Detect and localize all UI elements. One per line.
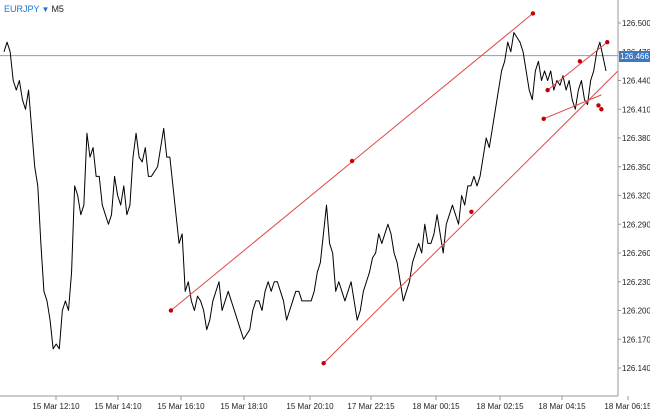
price-tick-label: 126.410 xyxy=(622,105,650,114)
time-tick-label: 17 Mar 22:15 xyxy=(347,402,395,411)
time-tick-label: 18 Mar 00:15 xyxy=(412,402,460,411)
price-tick-label: 126.260 xyxy=(622,249,650,258)
trendline-anchor-point[interactable] xyxy=(349,158,355,164)
trendline-anchor-point[interactable] xyxy=(530,11,536,16)
price-tick-label: 126.140 xyxy=(622,364,650,373)
time-tick-label: 15 Mar 16:10 xyxy=(157,402,205,411)
trendline-anchor-point[interactable] xyxy=(599,107,604,112)
price-tick-label: 126.200 xyxy=(622,307,650,316)
price-tick-label: 126.290 xyxy=(622,220,650,229)
symbol-name[interactable]: EURJPY xyxy=(4,4,40,14)
trendline-anchor-point[interactable] xyxy=(541,116,546,122)
time-tick-label: 15 Mar 18:10 xyxy=(220,402,268,411)
trendline-anchor-point[interactable] xyxy=(577,59,583,64)
trendline-anchor-point[interactable] xyxy=(545,87,550,93)
price-series-line xyxy=(3,32,607,350)
trendline-anchor-point[interactable] xyxy=(469,209,474,214)
time-tick-label: 15 Mar 20:10 xyxy=(286,402,334,411)
trendline-anchors-group[interactable] xyxy=(168,11,610,366)
time-tick-label: 15 Mar 12:10 xyxy=(32,402,80,411)
price-tick-label: 126.350 xyxy=(622,163,650,172)
triangle-down-icon[interactable]: ▼ xyxy=(41,5,50,14)
trendline[interactable] xyxy=(547,41,608,91)
time-tick-label: 18 Mar 06:15 xyxy=(604,402,650,411)
symbol-timeframe-label[interactable]: EURJPY ▼ M5 xyxy=(4,4,64,14)
current-price-tag: 126.466 xyxy=(619,51,650,62)
time-axis: 15 Mar 12:10 15 Mar 14:10 15 Mar 16:10 15 M… xyxy=(32,396,650,411)
timeframe-label[interactable]: M5 xyxy=(51,4,64,14)
time-tick-label: 18 Mar 02:15 xyxy=(476,402,524,411)
trendline[interactable] xyxy=(543,94,602,120)
trendline-anchor-point[interactable] xyxy=(321,361,326,366)
price-tick-label: 126.230 xyxy=(622,278,650,287)
trendline-anchor-point[interactable] xyxy=(596,103,601,108)
trendline[interactable] xyxy=(323,70,619,364)
time-tick-label: 18 Mar 04:15 xyxy=(538,402,586,411)
price-tick-label: 126.170 xyxy=(622,335,650,344)
price-tick-label: 126.380 xyxy=(622,134,650,143)
trendline-anchor-point[interactable] xyxy=(605,39,610,45)
time-tick-label: 15 Mar 14:10 xyxy=(94,402,142,411)
price-series-group xyxy=(3,32,607,350)
price-tick-label: 126.500 xyxy=(622,19,650,28)
price-tick-label: 126.320 xyxy=(622,192,650,201)
trendline-anchor-point[interactable] xyxy=(168,308,174,313)
price-tick-label: 126.440 xyxy=(622,77,650,86)
